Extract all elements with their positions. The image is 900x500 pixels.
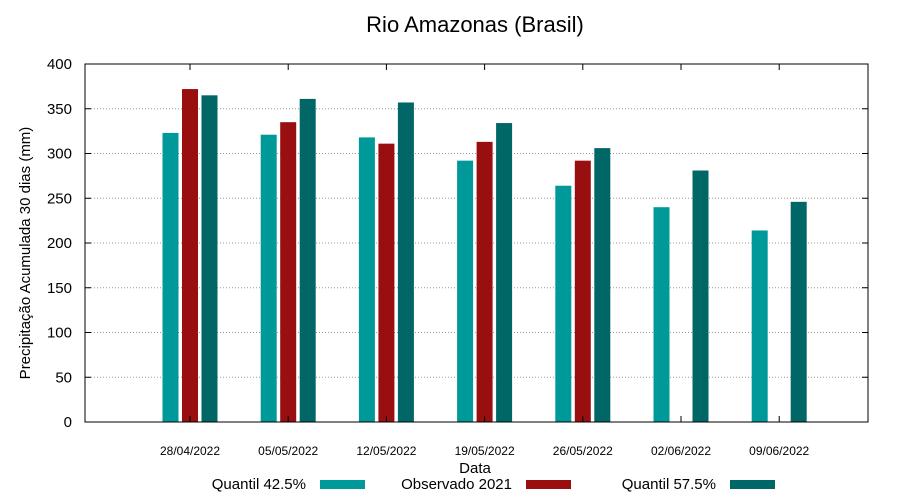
x-tick-label: 12/05/2022	[356, 444, 416, 458]
y-axis-ticks: 0 50 100 150 200 250 300 350 400	[47, 56, 868, 431]
x-tick-label: 02/06/2022	[651, 444, 711, 458]
x-tick-label: 26/05/2022	[553, 444, 613, 458]
bar-3	[496, 123, 513, 422]
y-axis-label: Precipitação Acumulada 30 dias (mm)	[17, 127, 34, 380]
bar-3	[201, 95, 218, 422]
x-tick-label: 05/05/2022	[258, 444, 318, 458]
bar-1	[162, 132, 179, 423]
legend-swatch	[730, 480, 775, 489]
bar-3	[397, 102, 414, 423]
bar-3	[299, 98, 316, 422]
x-axis-ticks: 28/04/2022 05/05/2022 12/05/2022 19/05/2022…	[160, 64, 810, 458]
legend-label: Observado 2021	[401, 476, 512, 493]
bar-2	[182, 89, 198, 422]
bar-1	[555, 185, 572, 422]
legend-swatch	[320, 480, 365, 489]
bar-1	[358, 137, 375, 422]
y-tick-label: 100	[47, 325, 72, 342]
bar-2	[280, 122, 297, 423]
y-tick-label: 300	[47, 146, 72, 163]
bar-2	[476, 141, 493, 423]
chart-title: Rio Amazonas (Brasil)	[366, 12, 584, 37]
plot-frame	[84, 63, 869, 423]
legend-label: Quantil 57.5%	[622, 476, 716, 493]
bar-1	[260, 134, 277, 422]
y-tick-label: 400	[47, 56, 72, 73]
y-tick-label: 350	[47, 101, 72, 118]
x-tick-label: 19/05/2022	[455, 444, 515, 458]
bar-3	[692, 170, 709, 422]
y-tick-label: 150	[47, 280, 72, 297]
bar-2	[574, 160, 591, 422]
legend-swatch	[526, 480, 571, 489]
legend-label: Quantil 42.5%	[212, 476, 306, 493]
bar-3	[790, 201, 807, 422]
legend: Quantil 42.5% Observado 2021 Quantil 57.5%	[212, 476, 775, 493]
bar-3	[594, 148, 611, 422]
x-axis-label: Data	[459, 460, 491, 477]
bar-1	[751, 230, 768, 422]
x-tick-label: 09/06/2022	[749, 444, 809, 458]
bar-1	[653, 207, 670, 422]
bars	[162, 89, 807, 423]
x-tick-label: 28/04/2022	[160, 444, 220, 458]
bar-2	[378, 143, 395, 422]
bar-1	[457, 160, 474, 422]
y-tick-label: 250	[47, 190, 72, 207]
y-tick-label: 0	[64, 414, 72, 431]
y-tick-label: 200	[47, 235, 72, 252]
y-tick-label: 50	[55, 369, 72, 386]
